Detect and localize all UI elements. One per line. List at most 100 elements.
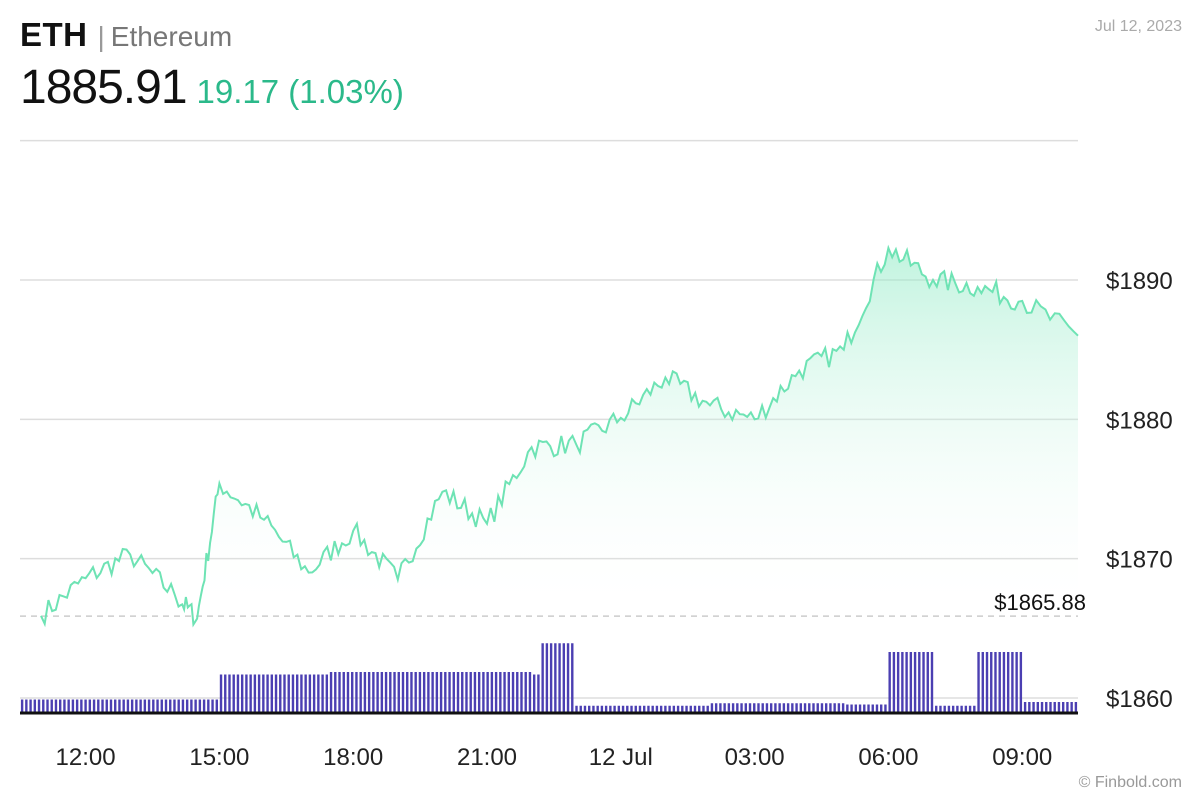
volume-bar [888, 652, 891, 712]
volume-bar [105, 699, 108, 712]
volume-bar [930, 652, 934, 712]
volume-bar [896, 652, 900, 712]
volume-bar [1070, 702, 1073, 712]
volume-bar [300, 674, 303, 712]
volume-bar [329, 672, 333, 712]
volume-bar [659, 705, 663, 712]
volume-bar [338, 672, 341, 712]
volume-bar [829, 703, 832, 712]
volume-bar [1074, 702, 1078, 712]
volume-bar [871, 704, 874, 712]
volume-bar [621, 705, 625, 712]
volume-bar [1006, 652, 1010, 712]
volume-bar [956, 705, 959, 712]
volume-bar [765, 703, 769, 712]
volume-bar [528, 672, 532, 712]
volume-bar [757, 703, 760, 712]
volume-bar [643, 705, 646, 712]
volume-bar [604, 705, 608, 712]
volume-bar [287, 674, 290, 712]
volume-bar [372, 672, 375, 712]
volume-bar [46, 699, 49, 712]
volume-bar [778, 703, 781, 712]
volume-bar [418, 672, 422, 712]
volume-bar [177, 699, 180, 712]
volume-bar [626, 705, 629, 712]
volume-bar [122, 699, 125, 712]
volume-bar [50, 699, 53, 712]
volume-bar [215, 699, 218, 712]
volume-bar [118, 699, 121, 712]
volume-bar [465, 672, 468, 712]
volume-bar [998, 652, 1001, 712]
volume-bar [494, 672, 498, 712]
volume-bar [630, 705, 633, 712]
volume-bar [786, 703, 790, 712]
volume-bar [444, 672, 447, 712]
volume-bar [736, 703, 739, 712]
volume-bar [507, 672, 510, 712]
volume-bar [130, 699, 134, 712]
volume-bars [20, 643, 1078, 712]
volume-bar [92, 699, 96, 712]
volume-bar [672, 705, 676, 712]
volume-bar [837, 703, 841, 712]
volume-bar [304, 674, 307, 712]
volume-bar [719, 703, 722, 712]
volume-bar [245, 674, 248, 712]
volume-bar [109, 699, 113, 712]
volume-bar [748, 703, 752, 712]
volume-bar [37, 699, 41, 712]
volume-bar [981, 652, 984, 712]
volume-bar [588, 705, 591, 712]
volume-bar [84, 699, 87, 712]
volume-bar [1045, 702, 1048, 712]
volume-bar [270, 674, 274, 712]
volume-bar [499, 672, 502, 712]
volume-bar [761, 703, 764, 712]
volume-bar [681, 705, 684, 712]
volume-bar [541, 643, 544, 712]
volume-bar [609, 705, 612, 712]
volume-bar [194, 699, 197, 712]
volume-bar [947, 705, 951, 712]
volume-bar [363, 672, 367, 712]
volume-bar [884, 704, 887, 712]
volume-bar [516, 672, 519, 712]
volume-bar [1040, 702, 1044, 712]
volume-bar [376, 672, 379, 712]
volume-bar [312, 674, 316, 712]
y-tick-label: $1860 [1106, 686, 1173, 713]
x-tick-label: 15:00 [189, 744, 249, 771]
volume-bar [1028, 702, 1031, 712]
volume-bar [795, 703, 798, 712]
volume-bar [973, 705, 976, 712]
volume-bar [951, 705, 955, 712]
volume-bar [321, 674, 324, 712]
volume-bar [913, 652, 917, 712]
price-change: 19.17 (1.03%) [196, 73, 404, 110]
volume-bar [892, 652, 896, 712]
volume-bar [342, 672, 345, 712]
volume-bar [156, 699, 159, 712]
source-credit: © Finbold.com [1078, 774, 1182, 791]
title-row: ETH | Ethereum [20, 16, 404, 54]
volume-bar [228, 674, 231, 712]
volume-bar [54, 699, 58, 712]
volume-bar [655, 705, 659, 712]
volume-bar [731, 703, 735, 712]
volume-bar [359, 672, 362, 712]
volume-bar [126, 699, 130, 712]
volume-bar [181, 699, 185, 712]
volume-bar [249, 674, 252, 712]
volume-bar [850, 704, 853, 712]
volume-bar [909, 652, 913, 712]
volume-bar [537, 674, 540, 712]
volume-bar [1036, 702, 1039, 712]
volume-bar [985, 652, 989, 712]
volume-bar [262, 674, 265, 712]
volume-bar [190, 699, 193, 712]
volume-bar [393, 672, 396, 712]
volume-bar [723, 703, 726, 712]
